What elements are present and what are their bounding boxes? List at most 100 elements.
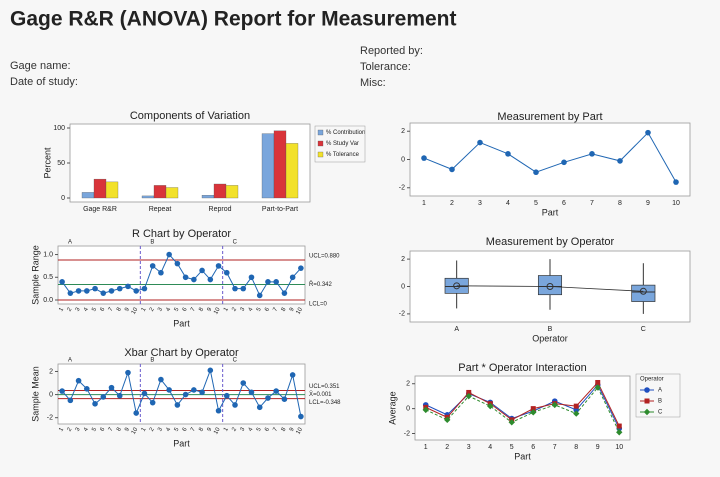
- x-tick-label: 5: [91, 306, 98, 312]
- x-tick-label: 2: [231, 306, 238, 312]
- y-tick-label: 0.5: [43, 274, 53, 281]
- y-tick-label: 0: [406, 405, 410, 412]
- marker: [256, 292, 263, 299]
- plot-area: [57, 245, 306, 305]
- marker: [298, 265, 304, 271]
- marker: [199, 389, 205, 396]
- bar: [201, 195, 215, 199]
- marker: [449, 166, 455, 173]
- x-tick-label: 4: [83, 426, 90, 432]
- marker: [215, 263, 222, 269]
- x-tick-label: 1: [141, 426, 148, 432]
- y-tick-label: 0: [401, 283, 405, 290]
- marker: [100, 394, 107, 400]
- marker: [108, 288, 115, 294]
- x-tick-label: 10: [131, 426, 140, 435]
- legend-label: % Tolerance: [326, 152, 360, 158]
- marker: [444, 416, 451, 424]
- x-axis-label: Part: [173, 318, 190, 328]
- bar: [141, 195, 155, 199]
- marker: [141, 390, 148, 397]
- x-tick-label: 9: [207, 426, 214, 432]
- field: Gage name:: [10, 60, 71, 72]
- marker: [298, 413, 304, 420]
- box: [537, 275, 563, 296]
- x-tick-label: 5: [510, 444, 514, 451]
- x-tick-label: C: [641, 326, 646, 333]
- x-tick-label: 1: [141, 306, 148, 312]
- marker: [594, 384, 601, 391]
- legend-label: B: [658, 399, 662, 405]
- x-tick-label: A: [454, 326, 459, 333]
- mean-line: [456, 285, 644, 292]
- marker: [166, 251, 172, 258]
- y-tick-label: -2: [404, 430, 410, 437]
- marker: [616, 429, 623, 436]
- x-tick-label: 9: [207, 306, 214, 312]
- marker: [265, 279, 271, 285]
- x-tick-label: 4: [488, 444, 492, 451]
- marker: [100, 290, 107, 296]
- x-axis-label: Part: [542, 207, 559, 217]
- chart-title: Components of Variation: [130, 110, 250, 122]
- marker: [248, 274, 255, 281]
- x-tick-label: 8: [574, 444, 578, 451]
- box: [631, 284, 656, 302]
- x-tick-label: 7: [590, 200, 594, 207]
- marker: [191, 387, 197, 393]
- mean-marker: [639, 287, 647, 295]
- x-tick-label: 4: [83, 306, 90, 312]
- bar: [93, 178, 107, 199]
- x-tick-label: 7: [190, 306, 197, 312]
- marker: [551, 401, 558, 409]
- x-tick-label: 6: [264, 426, 271, 432]
- x-tick-label: 3: [239, 306, 246, 312]
- marker: [199, 267, 205, 274]
- y-axis-label: Sample Mean: [30, 366, 40, 422]
- marker: [207, 276, 214, 283]
- marker: [75, 288, 82, 294]
- marker: [67, 397, 74, 404]
- marker: [166, 387, 172, 393]
- x-tick-label: 2: [450, 200, 454, 207]
- marker: [530, 406, 536, 412]
- group-label: B: [150, 240, 154, 246]
- marker: [561, 159, 567, 166]
- bar: [273, 130, 287, 199]
- marker: [487, 402, 494, 410]
- bar: [213, 183, 227, 199]
- x-tick-label: 7: [108, 426, 115, 432]
- field: Reported by:: [360, 45, 423, 57]
- marker: [465, 392, 472, 400]
- x-tick-label: 9: [596, 444, 600, 451]
- field: Misc:: [360, 77, 386, 89]
- marker: [533, 169, 539, 176]
- x-tick-label: 4: [165, 426, 172, 432]
- marker: [116, 392, 123, 399]
- bar: [153, 185, 167, 199]
- y-tick-label: 1.0: [43, 251, 53, 258]
- x-tick-label: 4: [248, 306, 255, 312]
- x-tick-label: 9: [289, 426, 296, 432]
- x-tick-label: 3: [157, 306, 164, 312]
- x-tick-label: 10: [131, 306, 140, 315]
- x-tick-label: 8: [281, 306, 288, 312]
- x-tick-label: 10: [295, 426, 304, 435]
- bar: [261, 133, 275, 199]
- x-tick-label: 6: [562, 200, 566, 207]
- x-tick-label: 6: [100, 426, 107, 432]
- x-tick-label: 5: [256, 306, 263, 312]
- group-label: B: [150, 358, 154, 364]
- chart-title: R Chart by Operator: [132, 228, 231, 240]
- marker: [174, 402, 181, 408]
- chart-title: Xbar Chart by Operator: [124, 347, 239, 359]
- group-label: A: [68, 240, 72, 246]
- legend-swatch: [317, 140, 324, 147]
- x-tick-label: 2: [231, 426, 238, 432]
- marker: [240, 285, 247, 292]
- x-tick-label: 3: [239, 426, 246, 432]
- x-tick-label: 7: [108, 306, 115, 312]
- x-tick-label: 9: [124, 306, 131, 312]
- marker: [191, 276, 197, 283]
- legend-label: C: [658, 410, 663, 416]
